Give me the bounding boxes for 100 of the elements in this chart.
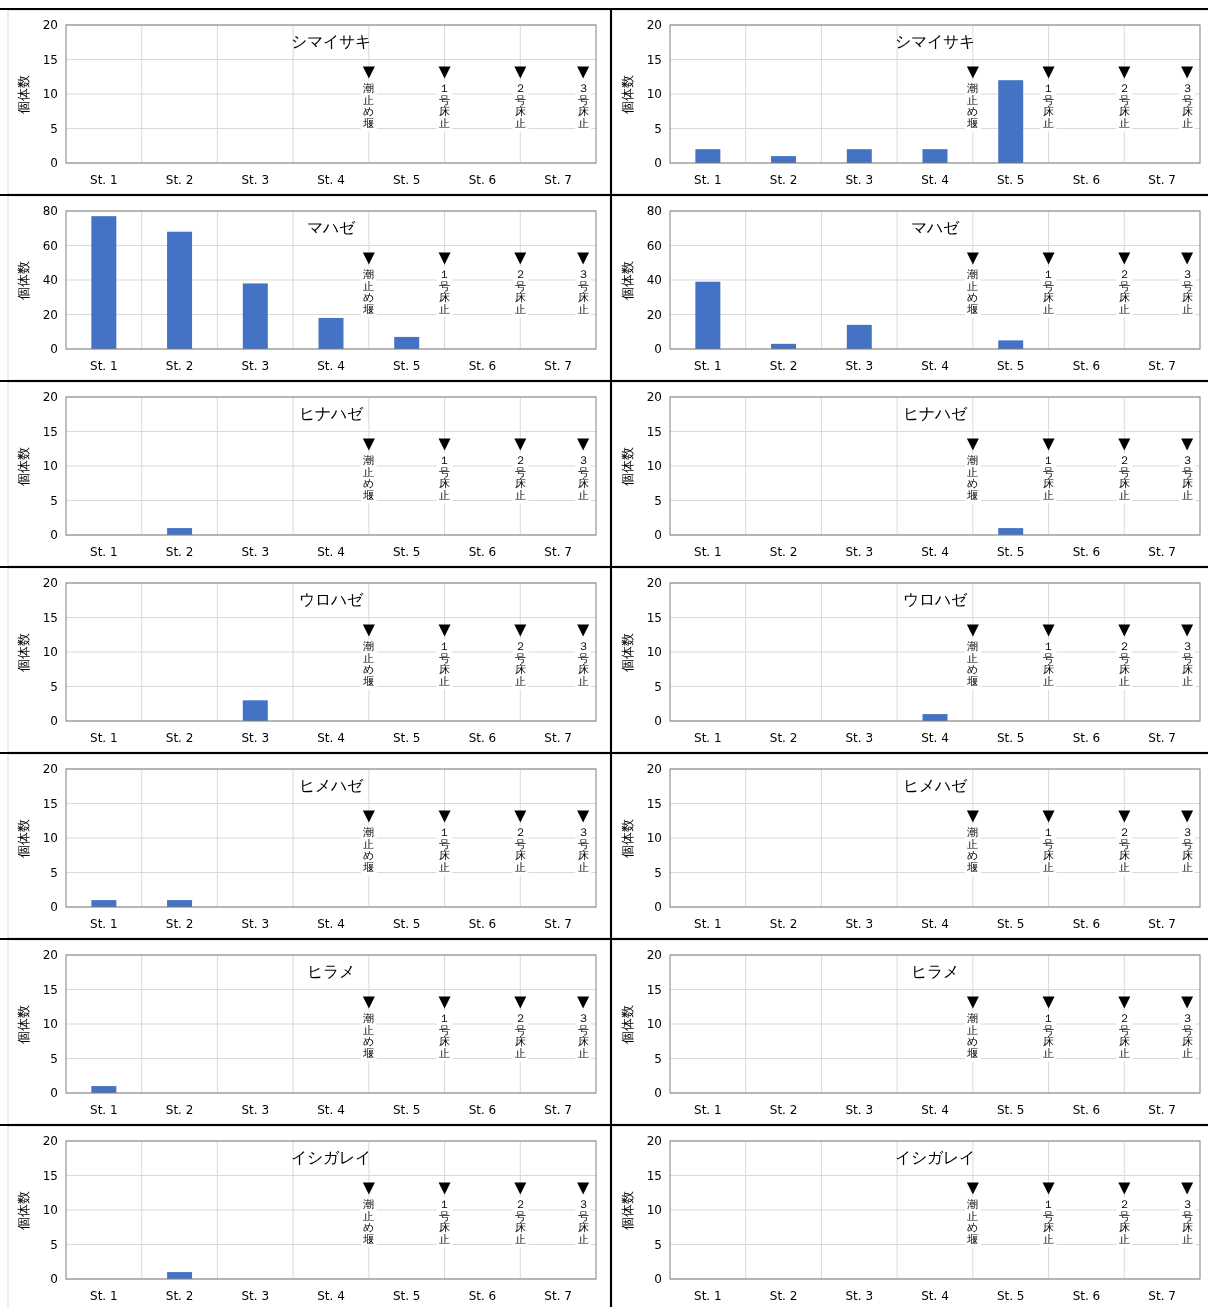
y-tick-label: 20 <box>42 1134 58 1148</box>
x-tick-label: St. 6 <box>468 545 497 559</box>
x-tick-label: St. 6 <box>1072 359 1101 373</box>
annotation: ３号床止 <box>1181 640 1193 688</box>
y-tick-label: 20 <box>646 948 662 962</box>
y-axis-title: 個体数 <box>16 260 31 300</box>
y-axis-title: 個体数 <box>16 818 31 858</box>
x-tick-label: St. 7 <box>1148 917 1176 931</box>
x-tick-label: St. 4 <box>921 173 949 187</box>
text: シマイサキ <box>895 32 975 51</box>
x-tick-label: St. 7 <box>544 359 572 373</box>
annotation: ３号床止 <box>1181 1012 1193 1060</box>
x-tick-label: St. 2 <box>769 1289 798 1303</box>
annotation: ２号床止 <box>514 1012 526 1060</box>
x-tick-label: St. 5 <box>392 173 421 187</box>
annotation: ３号床止 <box>577 454 589 502</box>
annotation: ２号床止 <box>514 268 526 316</box>
y-tick-label: 20 <box>42 948 58 962</box>
x-tick-label: St. 6 <box>468 1103 497 1117</box>
y-axis-title: 個体数 <box>16 446 31 486</box>
x-tick-label: St. 2 <box>165 731 194 745</box>
text: ウロハゼ <box>299 590 364 609</box>
x-tick-label: St. 2 <box>165 1103 194 1117</box>
y-tick-label: 10 <box>646 1203 662 1217</box>
y-axis-title: 個体数 <box>620 818 635 858</box>
y-tick-label: 0 <box>50 1272 58 1286</box>
x-tick-label: St. 2 <box>165 359 194 373</box>
x-tick-label: St. 4 <box>317 1289 345 1303</box>
x-tick-label: St. 6 <box>468 173 497 187</box>
x-tick-label: St. 4 <box>921 359 949 373</box>
y-tick-label: 5 <box>654 493 662 508</box>
annotation: ３号床止 <box>577 1198 589 1246</box>
y-tick-label: 15 <box>42 52 58 67</box>
annotation: １号床止 <box>439 82 451 130</box>
y-tick-label: 5 <box>654 121 662 136</box>
y-tick-label: 5 <box>654 1051 662 1066</box>
y-tick-label: 15 <box>646 982 662 997</box>
y-axis-title: 個体数 <box>620 74 635 114</box>
y-tick-label: 10 <box>646 831 662 845</box>
x-tick-label: St. 7 <box>544 1103 572 1117</box>
x-tick-label: St. 2 <box>769 173 798 187</box>
y-tick-label: 15 <box>42 796 58 811</box>
annotation: １号床止 <box>1043 82 1055 130</box>
text: イシガレイ <box>895 1148 975 1167</box>
y-tick-label: 40 <box>42 273 58 287</box>
x-tick-label: St. 1 <box>90 1103 118 1117</box>
x-tick-label: St. 2 <box>165 545 194 559</box>
x-tick-label: St. 6 <box>1072 545 1101 559</box>
x-tick-label: St. 4 <box>921 1289 949 1303</box>
x-tick-label: St. 4 <box>921 545 949 559</box>
x-tick-label: St. 5 <box>996 545 1025 559</box>
x-tick-label: St. 1 <box>694 1103 722 1117</box>
x-tick-label: St. 4 <box>317 359 345 373</box>
y-axis-title: 個体数 <box>16 1004 31 1044</box>
y-tick-label: 5 <box>50 493 58 508</box>
y-tick-label: 0 <box>50 714 58 728</box>
annotation: ３号床止 <box>1181 1198 1193 1246</box>
y-tick-label: 20 <box>646 576 662 590</box>
x-tick-label: St. 4 <box>317 917 345 931</box>
x-tick-label: St. 1 <box>694 1289 722 1303</box>
annotation: 潮止め堰 <box>362 826 375 874</box>
y-tick-label: 5 <box>50 1051 58 1066</box>
y-tick-label: 10 <box>42 459 58 473</box>
x-tick-label: St. 1 <box>90 359 118 373</box>
x-tick-label: St. 5 <box>996 1103 1025 1117</box>
x-tick-label: St. 6 <box>468 731 497 745</box>
x-tick-label: St. 3 <box>241 1103 270 1117</box>
y-tick-label: 10 <box>646 1017 662 1031</box>
text: イシガレイ <box>291 1148 371 1167</box>
annotation: 潮止め堰 <box>362 454 375 502</box>
x-tick-label: St. 2 <box>165 917 194 931</box>
y-axis-title: 個体数 <box>620 446 635 486</box>
annotation: １号床止 <box>439 826 451 874</box>
y-tick-label: 80 <box>646 204 662 218</box>
annotation: ２号床止 <box>1118 82 1130 130</box>
x-tick-label: St. 6 <box>468 917 497 931</box>
annotation: ３号床止 <box>577 640 589 688</box>
annotation: １号床止 <box>439 454 451 502</box>
text: ウロハゼ <box>903 590 968 609</box>
y-tick-label: 15 <box>42 1168 58 1183</box>
y-tick-label: 10 <box>42 645 58 659</box>
y-tick-label: 20 <box>646 18 662 32</box>
y-tick-label: 15 <box>42 982 58 997</box>
annotation: ３号床止 <box>577 268 589 316</box>
x-tick-label: St. 2 <box>769 917 798 931</box>
x-tick-label: St. 2 <box>769 359 798 373</box>
x-tick-label: St. 5 <box>996 917 1025 931</box>
x-tick-label: St. 3 <box>845 359 874 373</box>
y-tick-label: 10 <box>42 831 58 845</box>
x-tick-label: St. 5 <box>392 1103 421 1117</box>
text: ヒナハゼ <box>299 404 364 423</box>
y-axis-title: 個体数 <box>620 260 635 300</box>
y-tick-label: 0 <box>654 156 662 170</box>
x-tick-label: St. 1 <box>90 545 118 559</box>
x-tick-label: St. 6 <box>1072 917 1101 931</box>
annotation: 潮止め堰 <box>966 826 979 874</box>
annotation: ２号床止 <box>514 1198 526 1246</box>
text: シマイサキ <box>291 32 371 51</box>
annotation: ３号床止 <box>577 826 589 874</box>
x-tick-label: St. 3 <box>845 731 874 745</box>
